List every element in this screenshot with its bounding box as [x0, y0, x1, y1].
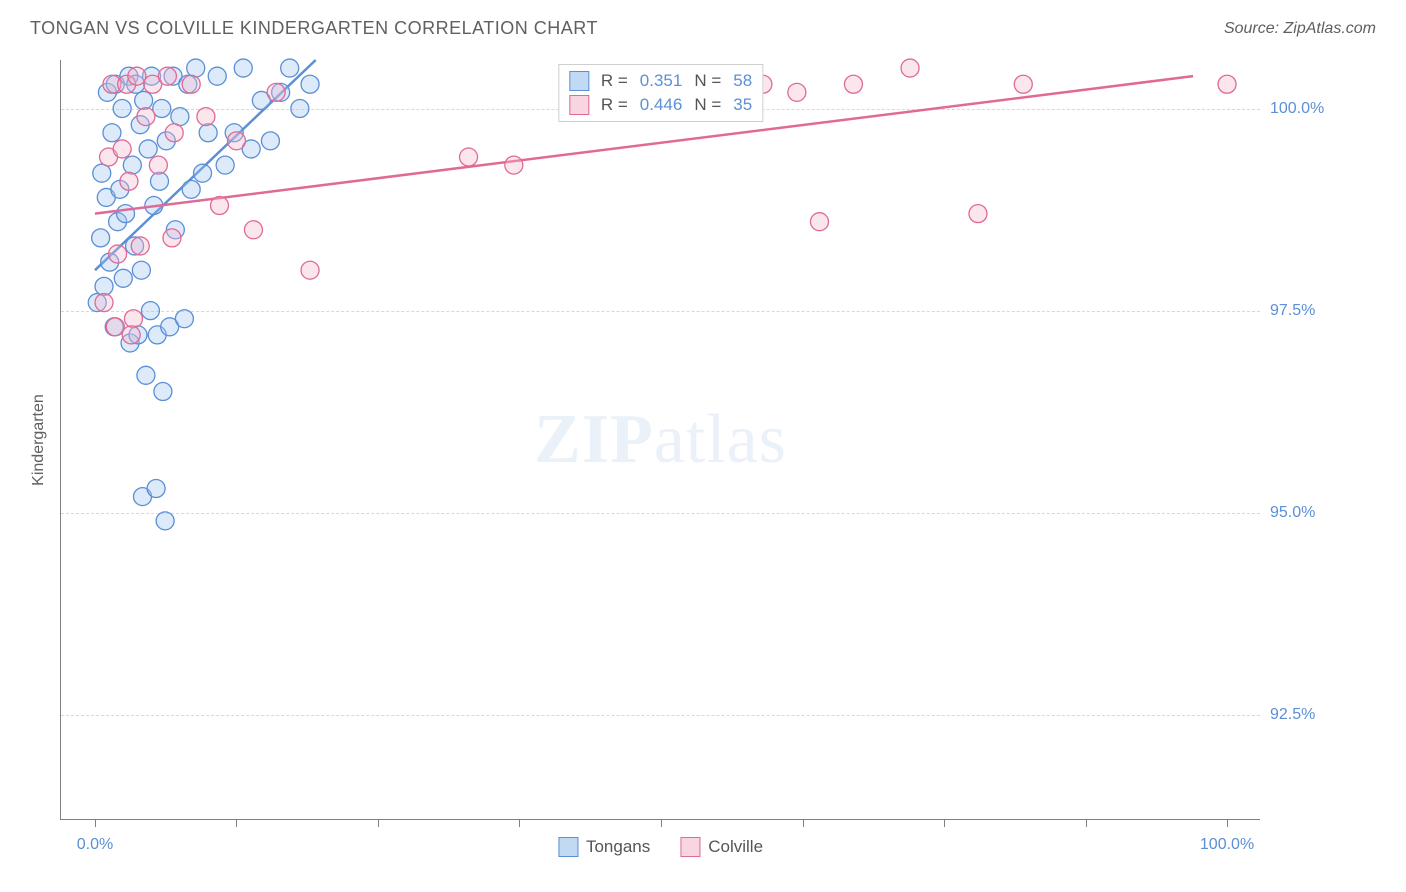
point-tongans: [234, 59, 252, 77]
point-colville: [128, 67, 146, 85]
legend-swatch-colville-icon: [680, 837, 700, 857]
point-tongans: [291, 100, 309, 118]
legend-item-tongans: Tongans: [558, 837, 650, 857]
x-tick: [519, 819, 520, 827]
legend-swatch-tongans-icon: [558, 837, 578, 857]
point-tongans: [117, 205, 135, 223]
point-tongans: [194, 164, 212, 182]
point-colville: [810, 213, 828, 231]
point-colville: [113, 140, 131, 158]
point-tongans: [103, 124, 121, 142]
point-colville: [95, 294, 113, 312]
x-tick-label: 100.0%: [1200, 836, 1254, 854]
point-colville: [109, 245, 127, 263]
point-tongans: [92, 229, 110, 247]
y-tick-label: 95.0%: [1270, 504, 1350, 522]
point-colville: [149, 156, 167, 174]
scatter-svg: [61, 60, 1260, 819]
stats-row-colville: R = 0.446 N = 35: [569, 93, 752, 117]
x-tick: [944, 819, 945, 827]
point-colville: [505, 156, 523, 174]
point-tongans: [175, 310, 193, 328]
plot-area: ZIPatlas 100.0%97.5%95.0%92.5% 0.0%100.0…: [60, 60, 1260, 820]
point-colville: [227, 132, 245, 150]
stats-legend: R = 0.351 N = 58 R = 0.446 N = 35: [558, 64, 763, 122]
point-tongans: [139, 140, 157, 158]
series-legend: Tongans Colville: [558, 837, 763, 857]
point-colville: [165, 124, 183, 142]
point-colville: [1218, 75, 1236, 93]
point-tongans: [208, 67, 226, 85]
y-axis-title: Kindergarten: [30, 394, 48, 486]
point-colville: [120, 172, 138, 190]
swatch-colville-icon: [569, 95, 589, 115]
point-tongans: [93, 164, 111, 182]
x-tick: [378, 819, 379, 827]
point-colville: [901, 59, 919, 77]
point-colville: [1014, 75, 1032, 93]
point-tongans: [216, 156, 234, 174]
point-colville: [267, 83, 285, 101]
point-tongans: [281, 59, 299, 77]
x-tick: [661, 819, 662, 827]
point-tongans: [199, 124, 217, 142]
point-tongans: [150, 172, 168, 190]
r-value-colville: 0.446: [640, 95, 683, 115]
point-colville: [106, 318, 124, 336]
y-tick-label: 92.5%: [1270, 706, 1350, 724]
point-tongans: [153, 100, 171, 118]
point-colville: [460, 148, 478, 166]
point-colville: [788, 83, 806, 101]
chart-title: TONGAN VS COLVILLE KINDERGARTEN CORRELAT…: [30, 18, 598, 39]
x-tick: [236, 819, 237, 827]
point-colville: [197, 108, 215, 126]
n-value-colville: 35: [733, 95, 752, 115]
point-tongans: [182, 180, 200, 198]
point-colville: [210, 197, 228, 215]
point-tongans: [147, 480, 165, 498]
point-colville: [301, 261, 319, 279]
point-tongans: [141, 302, 159, 320]
r-value-tongans: 0.351: [640, 71, 683, 91]
x-tick: [1086, 819, 1087, 827]
y-tick-label: 97.5%: [1270, 302, 1350, 320]
point-colville: [124, 310, 142, 328]
point-tongans: [154, 382, 172, 400]
point-colville: [122, 326, 140, 344]
source-attribution: Source: ZipAtlas.com: [1224, 20, 1376, 38]
point-colville: [182, 75, 200, 93]
point-colville: [244, 221, 262, 239]
point-colville: [131, 237, 149, 255]
point-tongans: [95, 277, 113, 295]
point-colville: [163, 229, 181, 247]
stats-row-tongans: R = 0.351 N = 58: [569, 69, 752, 93]
n-value-tongans: 58: [733, 71, 752, 91]
point-tongans: [123, 156, 141, 174]
x-tick: [803, 819, 804, 827]
point-tongans: [171, 108, 189, 126]
x-tick: [1227, 819, 1228, 827]
point-tongans: [137, 366, 155, 384]
point-tongans: [113, 100, 131, 118]
point-tongans: [261, 132, 279, 150]
legend-item-colville: Colville: [680, 837, 763, 857]
point-colville: [969, 205, 987, 223]
point-tongans: [301, 75, 319, 93]
swatch-tongans-icon: [569, 71, 589, 91]
point-tongans: [114, 269, 132, 287]
point-tongans: [132, 261, 150, 279]
point-tongans: [135, 91, 153, 109]
x-tick: [95, 819, 96, 827]
point-colville: [137, 108, 155, 126]
point-colville: [844, 75, 862, 93]
point-colville: [158, 67, 176, 85]
y-tick-label: 100.0%: [1270, 100, 1350, 118]
point-tongans: [156, 512, 174, 530]
x-tick-label: 0.0%: [77, 836, 113, 854]
point-tongans: [187, 59, 205, 77]
